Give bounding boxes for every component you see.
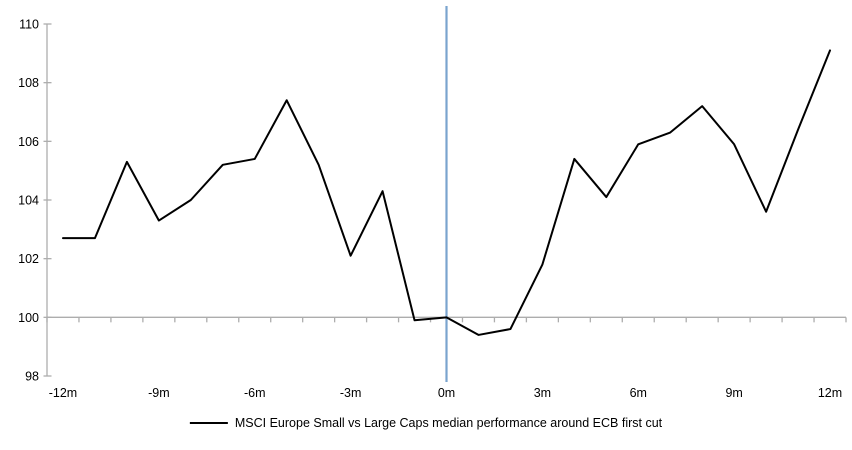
legend-line-sample-icon <box>189 422 228 424</box>
y-axis-tick-label: 106 <box>18 135 39 149</box>
y-axis-tick-label: 108 <box>18 76 39 90</box>
x-axis-tick-label: 3m <box>534 386 551 400</box>
y-axis-tick-label: 102 <box>18 252 39 266</box>
legend: MSCI Europe Small vs Large Caps median p… <box>189 416 663 430</box>
x-axis-tick-label: 0m <box>438 386 455 400</box>
y-axis-tick-label: 100 <box>18 311 39 325</box>
series-line <box>61 49 832 336</box>
y-axis-tick-label: 104 <box>18 194 39 208</box>
x-axis-tick-label: 9m <box>725 386 742 400</box>
x-axis-tick-label: -3m <box>340 386 362 400</box>
x-axis-tick-label: -9m <box>148 386 170 400</box>
x-axis-tick-label: 6m <box>630 386 647 400</box>
x-axis-tick-label: -6m <box>244 386 266 400</box>
y-axis-tick-label: 110 <box>19 18 39 32</box>
x-axis-tick-label: 12m <box>818 386 842 400</box>
legend-label: MSCI Europe Small vs Large Caps median p… <box>234 416 663 430</box>
x-axis-tick-label: -12m <box>49 386 77 400</box>
y-axis-tick-label: 98 <box>25 370 39 384</box>
